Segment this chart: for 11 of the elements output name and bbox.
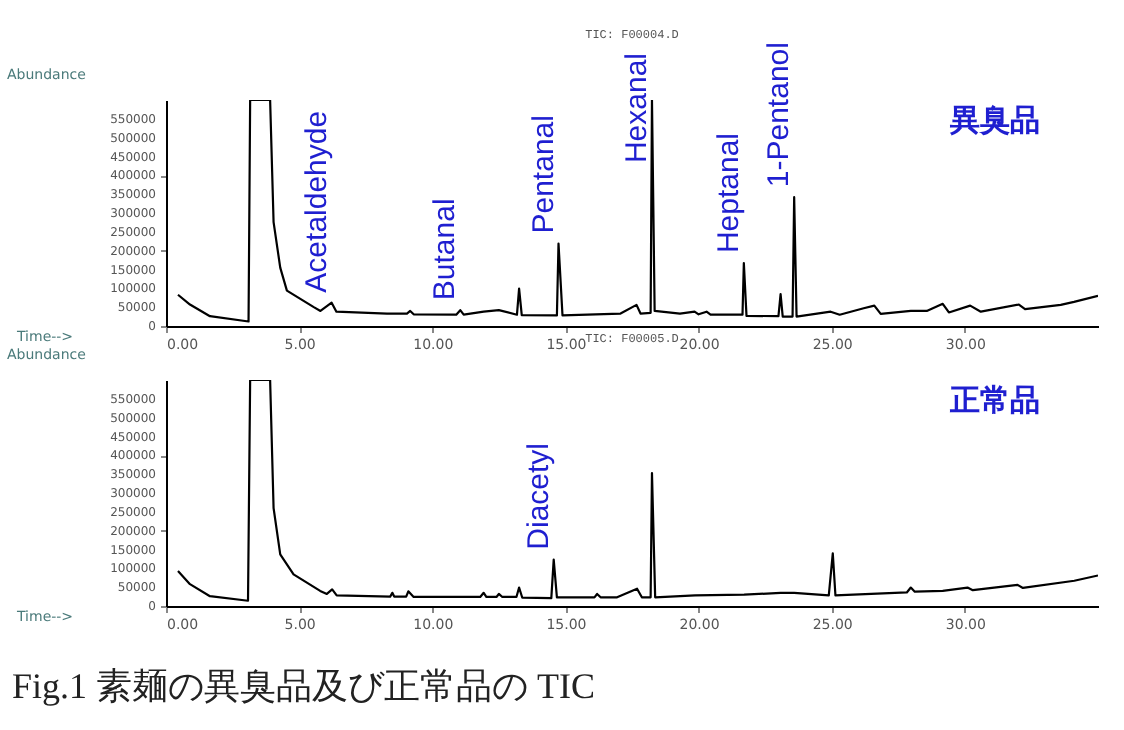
annotation: 異臭品: [948, 102, 1041, 138]
line-series: [176, 380, 1098, 602]
annotation: Pentanal: [526, 115, 561, 234]
caption: Fig.1 素麺の異臭品及び正常品の TIC: [12, 664, 598, 710]
annotation: 1-Pentanol: [762, 42, 797, 188]
annotation: Acetaldehyde: [299, 110, 334, 293]
annotation: Hexanal: [619, 52, 654, 164]
annotation: Butanal: [428, 198, 463, 301]
annotation: Diacetyl: [521, 442, 556, 550]
annotation: 正常品: [948, 382, 1041, 418]
annotation: Heptanal: [711, 133, 746, 254]
